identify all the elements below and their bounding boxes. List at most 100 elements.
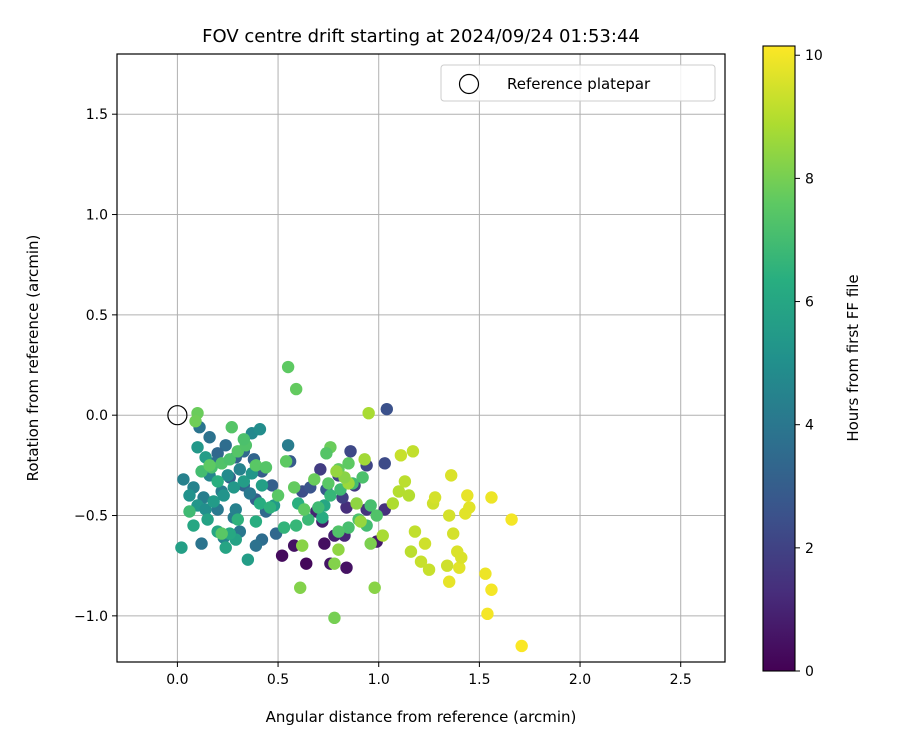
data-point: [221, 469, 234, 482]
data-point: [440, 559, 454, 572]
data-point: [428, 491, 442, 504]
plot-area-frame: [116, 53, 726, 663]
data-point: [314, 463, 327, 476]
colorbar-label: Hours from first FF file: [844, 274, 862, 441]
data-point: [255, 479, 269, 492]
data-point: [281, 360, 295, 374]
data-point: [175, 541, 188, 554]
colorbar-tick-label: 8: [805, 171, 814, 187]
data-point: [308, 473, 321, 486]
data-point: [215, 527, 228, 540]
x-tick-label: 1.5: [468, 672, 490, 688]
data-point: [296, 539, 309, 552]
data-point: [199, 503, 212, 516]
data-point: [229, 503, 242, 516]
reference-platepar-point: [167, 405, 188, 426]
colorbar-gradient: [763, 46, 795, 671]
data-point: [406, 445, 420, 458]
colorbar-tick-label: 2: [805, 541, 814, 557]
data-point: [342, 521, 355, 534]
y-axis-ticks: −1.0 −0.5 0.0 0.5 1.0 1.5: [74, 107, 117, 625]
y-axis-label: Rotation from reference (arcmin): [24, 235, 42, 482]
data-point: [316, 511, 329, 524]
data-point: [356, 471, 369, 484]
data-point: [442, 575, 456, 588]
data-point: [281, 439, 295, 452]
data-point: [231, 513, 244, 526]
colorbar: 0 2 4 6 8 10 Hours from first FF file: [762, 45, 862, 680]
x-tick-label: 0.5: [267, 672, 289, 688]
data-points: [175, 360, 528, 653]
data-point: [324, 489, 337, 502]
data-point: [203, 459, 216, 472]
colorbar-tick-label: 6: [805, 295, 814, 311]
data-point: [398, 475, 412, 488]
colorbar-tick-label: 10: [805, 48, 823, 64]
y-tick-label: 0.5: [86, 308, 108, 324]
data-point: [394, 449, 408, 462]
data-point: [479, 567, 492, 580]
data-point: [442, 509, 456, 522]
chart-title: FOV centre drift starting at 2024/09/24 …: [202, 26, 640, 47]
data-point: [402, 489, 416, 502]
data-point: [505, 513, 518, 526]
data-point: [370, 509, 383, 522]
y-tick-label: −0.5: [74, 509, 108, 525]
data-point: [453, 561, 466, 574]
data-point: [219, 541, 232, 554]
data-point: [241, 553, 255, 566]
grid-lines: [117, 54, 725, 662]
data-point: [332, 543, 345, 556]
data-point: [265, 479, 279, 492]
data-point: [249, 459, 263, 472]
data-point: [183, 489, 196, 502]
data-point: [287, 481, 301, 494]
x-tick-label: 1.0: [368, 672, 390, 688]
data-point: [463, 501, 476, 514]
data-point: [203, 431, 216, 444]
data-point: [340, 501, 353, 514]
data-point: [249, 539, 263, 552]
data-point: [312, 501, 325, 514]
data-point: [444, 469, 458, 482]
data-point: [332, 525, 345, 538]
data-point: [328, 611, 341, 625]
data-point: [177, 473, 190, 486]
data-point: [298, 503, 311, 516]
data-point: [481, 607, 494, 621]
data-point: [368, 581, 381, 594]
x-axis-ticks: 0.0 0.5 1.0 1.5 2.0 2.5: [166, 662, 692, 688]
data-point: [485, 491, 498, 504]
data-point: [392, 485, 406, 498]
data-point: [344, 445, 357, 458]
data-point: [217, 489, 230, 502]
data-point: [211, 447, 224, 460]
data-point: [183, 505, 196, 518]
data-point: [408, 525, 422, 538]
y-tick-label: −1.0: [74, 609, 108, 625]
x-axis-label: Angular distance from reference (arcmin): [266, 708, 577, 726]
data-point: [455, 551, 468, 564]
data-point: [233, 463, 247, 476]
data-point: [201, 513, 214, 526]
data-point: [237, 475, 251, 488]
colorbar-tick-label: 4: [805, 418, 814, 434]
data-point: [237, 433, 251, 446]
data-point: [515, 639, 528, 653]
data-point: [294, 581, 307, 594]
data-point: [322, 477, 335, 490]
data-point: [447, 527, 460, 540]
data-point: [364, 537, 377, 550]
data-point: [219, 439, 232, 452]
data-point: [253, 497, 267, 510]
data-point: [378, 457, 391, 470]
reference-marker: [167, 405, 188, 426]
y-tick-label: 0.0: [86, 408, 108, 424]
data-point: [386, 497, 400, 510]
data-point: [358, 453, 371, 466]
data-point: [263, 501, 277, 514]
data-point: [300, 557, 313, 570]
data-point: [277, 521, 291, 534]
data-point: [380, 402, 393, 416]
data-point: [225, 421, 238, 434]
